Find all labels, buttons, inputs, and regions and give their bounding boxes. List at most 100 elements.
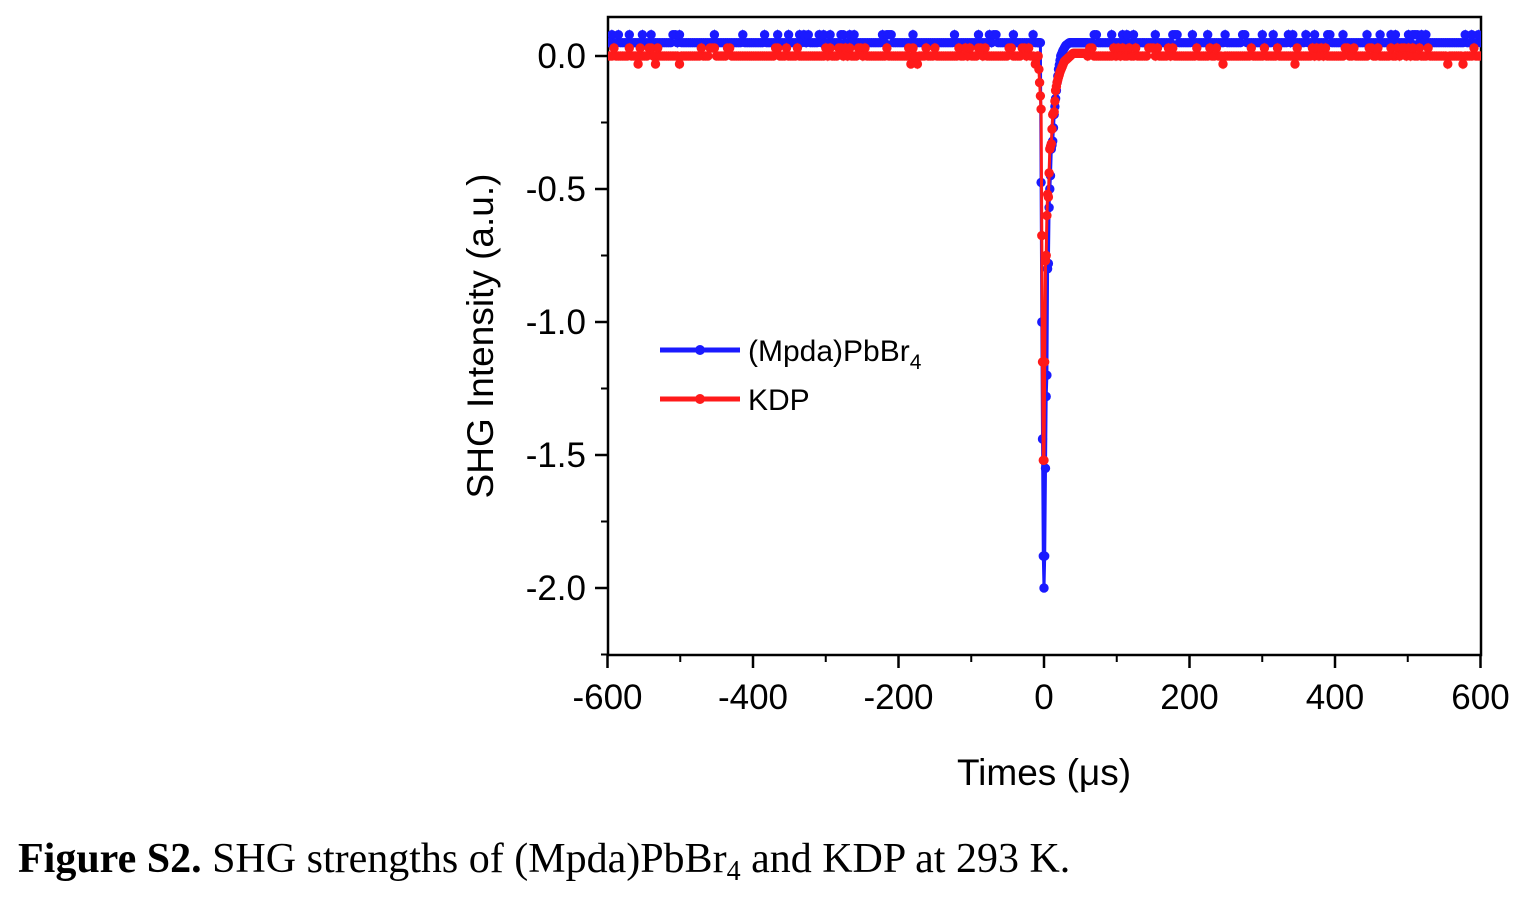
data-point: [1211, 43, 1222, 53]
data-point: [624, 43, 634, 53]
data-point: [633, 59, 643, 69]
data-point: [1043, 192, 1054, 202]
figure-caption: Figure S2. SHG strengths of (Mpda)PbBr4 …: [18, 835, 1071, 886]
data-point: [624, 30, 634, 40]
data-point: [1220, 30, 1230, 40]
data-point: [1362, 30, 1372, 40]
data-point: [980, 43, 990, 53]
data-point: [773, 43, 783, 53]
x-tick-label: 400: [1306, 678, 1364, 717]
data-point: [845, 43, 855, 53]
data-point: [1024, 43, 1034, 53]
data-point: [1028, 30, 1038, 40]
data-point: [912, 59, 923, 69]
data-point: [1033, 51, 1043, 61]
data-point: [803, 30, 813, 40]
data-point: [1087, 43, 1097, 53]
data-point: [1292, 43, 1302, 53]
x-axis-title: Times (μs): [957, 752, 1131, 793]
data-point: [1040, 551, 1050, 561]
data-point: [646, 30, 656, 40]
data-point: [991, 30, 1001, 40]
data-point: [1035, 38, 1046, 48]
data-point: [1131, 43, 1141, 53]
caption-text-end: and KDP at 293 K.: [740, 836, 1071, 882]
data-point: [1034, 77, 1045, 88]
data-point: [650, 59, 661, 69]
data-point: [1050, 96, 1060, 106]
legend-item: KDP: [660, 384, 810, 417]
data-point: [1128, 30, 1139, 40]
shg-chart: -600 -400 -200 0 200 400 600 0.0 -0.5 -1.0 -1.5 -2.…: [460, 15, 1510, 793]
y-tick-label: -1.0: [526, 303, 586, 342]
data-point: [1035, 91, 1046, 101]
data-point: [849, 30, 859, 40]
data-point: [825, 43, 835, 53]
data-point: [965, 43, 975, 53]
data-point: [1246, 43, 1257, 53]
data-point: [783, 30, 794, 40]
data-point: [1037, 230, 1047, 241]
data-point: [1268, 30, 1278, 40]
caption-text: SHG strengths of (Mpda)PbBr: [201, 836, 727, 882]
caption-label: Figure S2.: [18, 836, 202, 882]
data-point: [1240, 30, 1250, 40]
data-point: [1475, 51, 1481, 61]
data-point: [908, 30, 918, 40]
data-point: [825, 30, 835, 40]
data-point: [709, 30, 720, 40]
series-layer: [608, 28, 1481, 593]
data-point: [609, 43, 619, 53]
x-tick-label: -400: [718, 678, 788, 717]
data-point: [1301, 30, 1311, 40]
data-point: [781, 43, 792, 53]
data-point: [1290, 59, 1300, 69]
data-point: [637, 30, 648, 40]
legend-item: (Mpda)PbBr4: [660, 335, 922, 374]
data-point: [1036, 104, 1046, 114]
y-tick-label: -1.5: [526, 436, 586, 475]
data-point: [1259, 43, 1270, 53]
data-point: [674, 59, 685, 69]
axis-ticks: [595, 54, 1482, 668]
data-point: [725, 43, 735, 53]
data-point: [1006, 43, 1016, 53]
data-point: [921, 43, 931, 53]
data-point: [901, 51, 912, 61]
data-point: [1338, 30, 1348, 40]
data-point: [1047, 124, 1057, 134]
data-point: [635, 43, 645, 53]
data-point: [1373, 43, 1383, 53]
data-point: [773, 30, 783, 40]
data-point: [930, 43, 940, 53]
data-point: [1152, 43, 1163, 53]
x-tick-label: 600: [1451, 678, 1509, 717]
legend-label: (Mpda)PbBr4: [748, 335, 922, 374]
data-point: [1257, 30, 1268, 40]
data-point: [949, 30, 960, 40]
data-point: [1008, 30, 1019, 40]
y-tick-label: 0.0: [537, 37, 586, 76]
data-point: [759, 30, 770, 40]
data-point: [1272, 43, 1283, 53]
data-point: [886, 30, 896, 40]
data-point: [1091, 30, 1102, 40]
data-point: [1443, 59, 1453, 69]
x-tick-label: 0: [1034, 678, 1053, 717]
legend: (Mpda)PbBr4 KDP: [660, 335, 922, 417]
data-point: [1218, 59, 1228, 69]
data-point: [1320, 43, 1331, 53]
data-point: [1168, 43, 1178, 53]
data-point: [1044, 168, 1054, 178]
series-kdp: [608, 42, 1481, 465]
data-point: [1039, 583, 1049, 593]
data-point: [973, 30, 984, 40]
data-point: [703, 51, 713, 61]
data-point: [1423, 43, 1433, 53]
data-point: [1049, 107, 1059, 117]
data-point: [860, 43, 870, 53]
data-point: [1141, 51, 1152, 61]
x-tick-label: -200: [863, 678, 933, 717]
y-axis-title: SHG Intensity (a.u.): [460, 174, 501, 499]
y-tick-label: -2.0: [526, 569, 586, 608]
